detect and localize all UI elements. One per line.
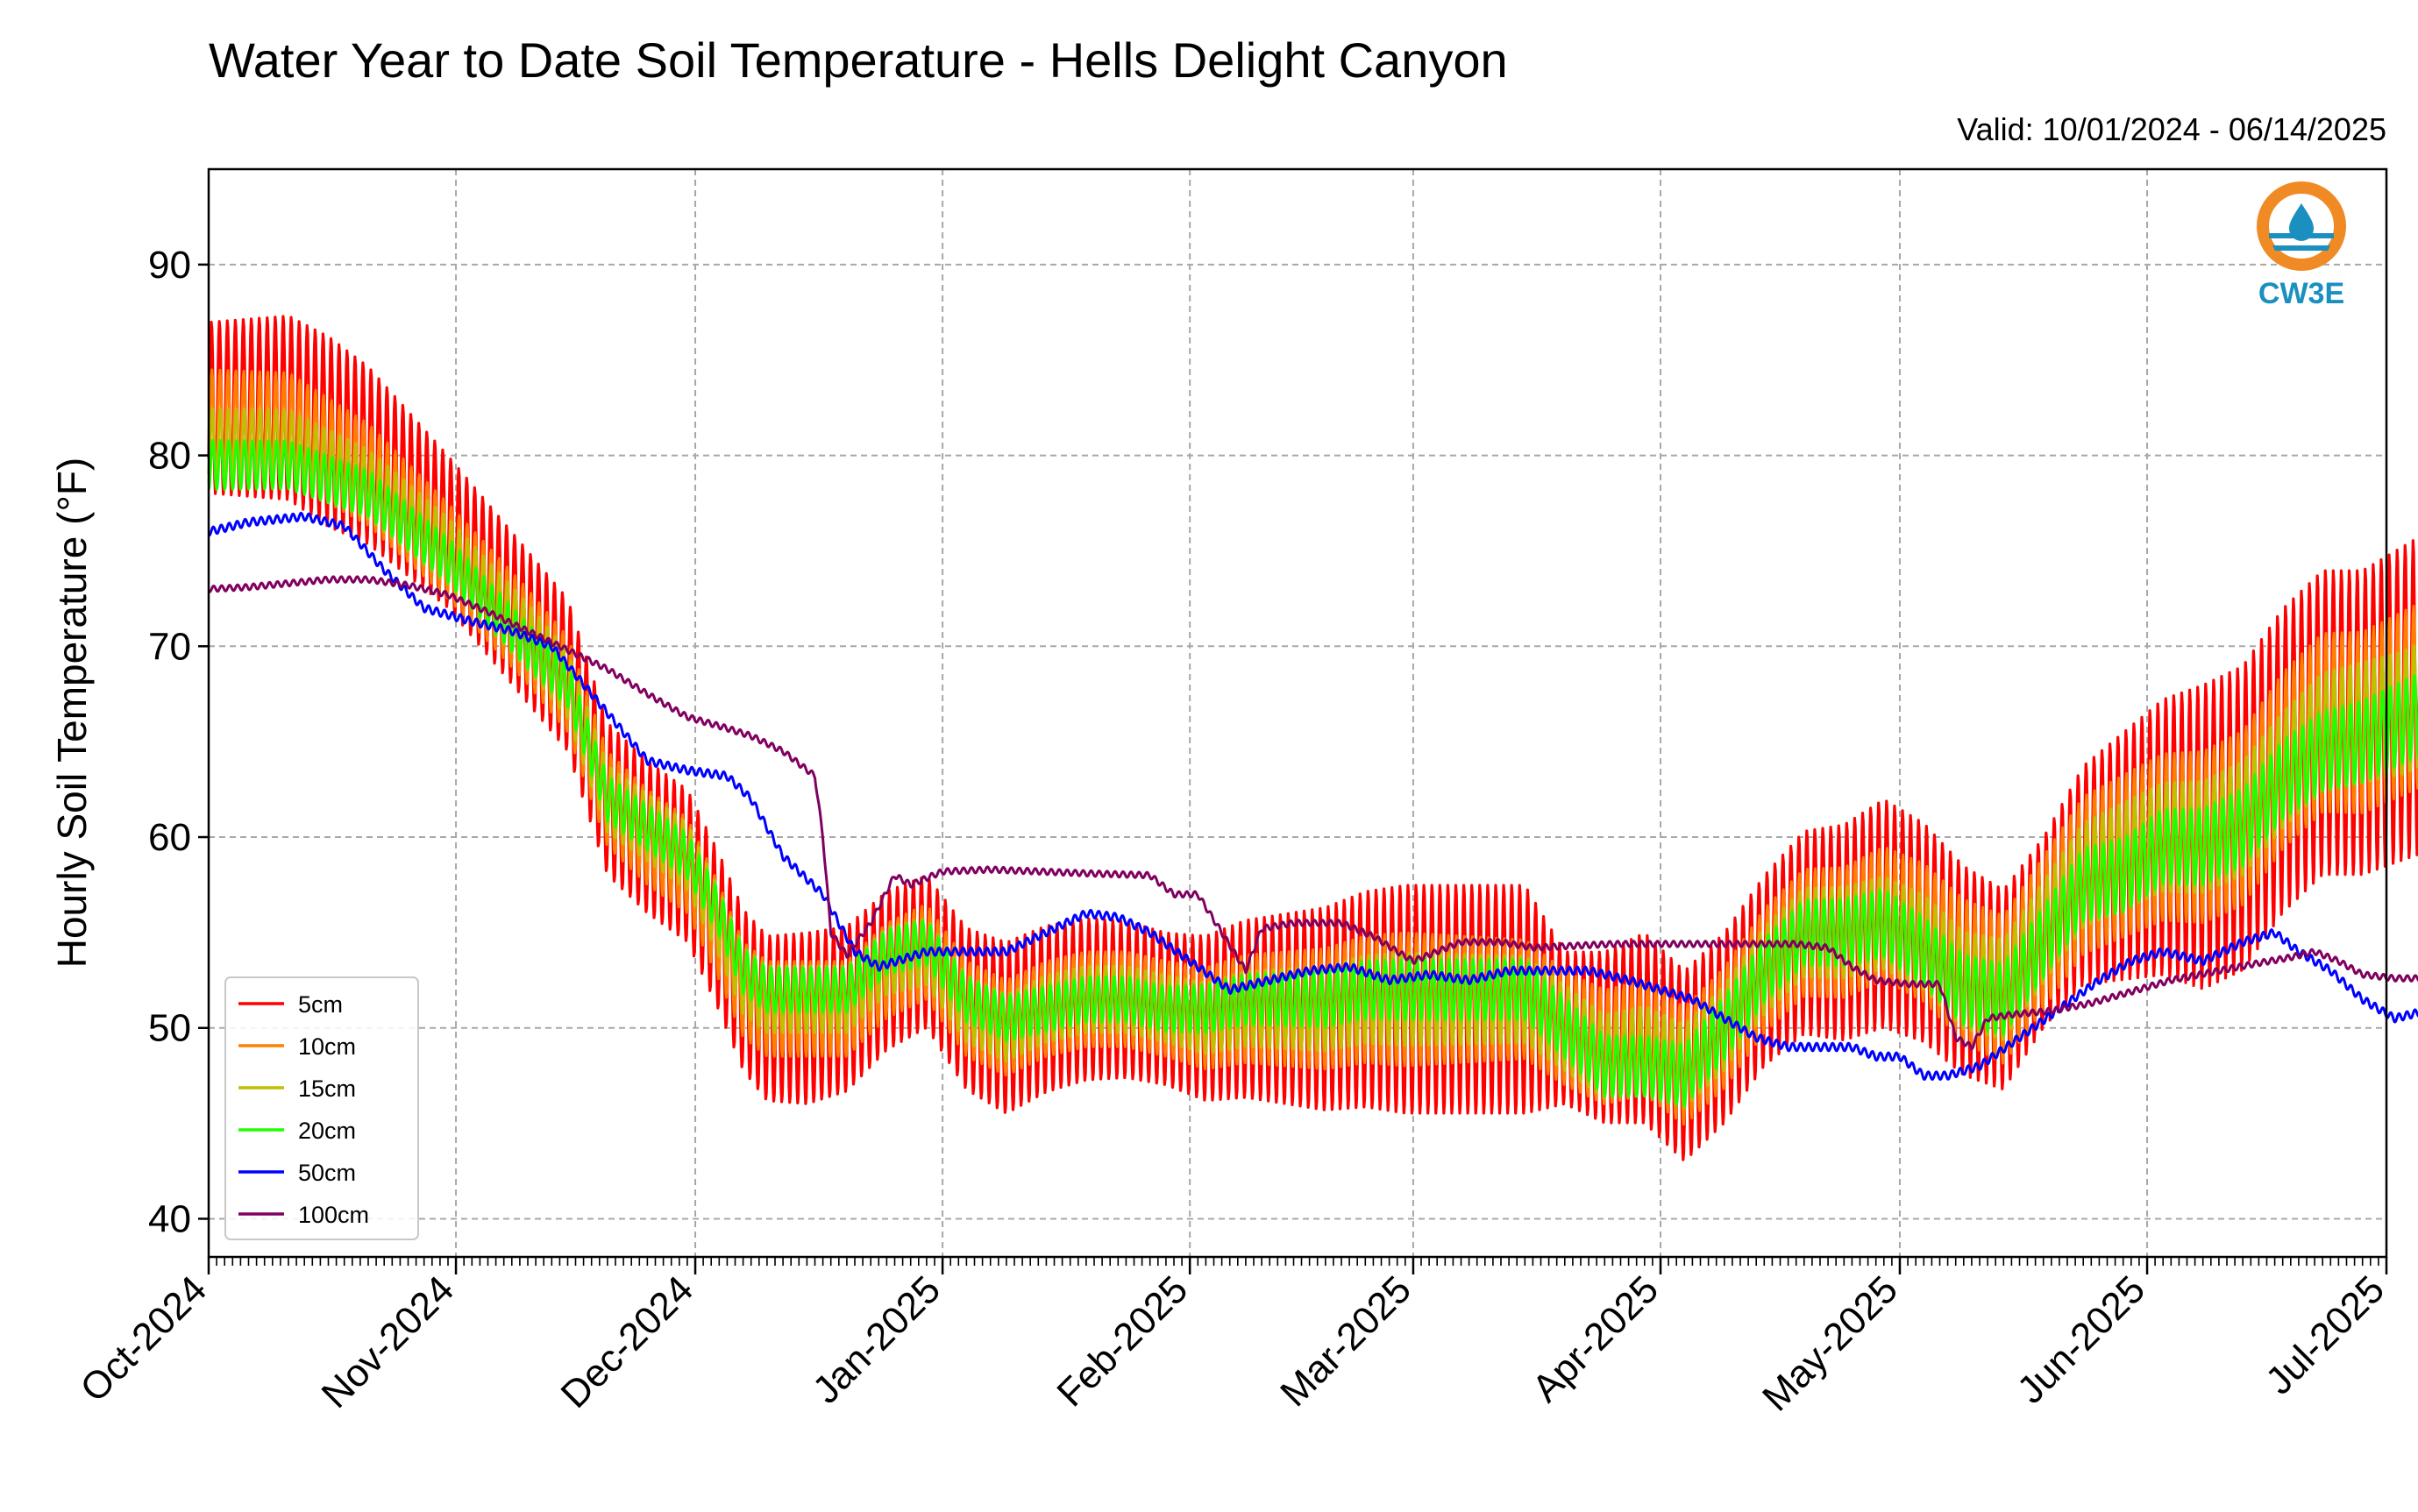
x-tick-label: Feb-2025 [1049,1267,1196,1415]
legend-label-10cm: 10cm [298,1033,356,1060]
series-line-50cm [208,511,2418,1082]
legend-label-15cm: 15cm [298,1075,356,1102]
plot-frame [207,167,2388,1259]
x-tick-label: Apr-2025 [1524,1267,1667,1410]
logo-ring [2257,181,2346,271]
legend-frame [224,976,419,1240]
series-line-5cm [207,315,2418,1161]
x-tick-label: Dec-2024 [553,1267,702,1416]
x-minor-ticks [208,1257,2387,1266]
x-tick-label: May-2025 [1754,1267,1906,1419]
y-tick-label: 40 [148,1197,191,1240]
cw3e-logo: CW3E [2257,181,2346,310]
x-tick-label: Jan-2025 [805,1267,949,1411]
y-tick-label: 90 [148,244,191,287]
x-tick-label: Jun-2025 [2009,1267,2153,1411]
water-drop-icon [2289,203,2314,241]
y-tick-label: 70 [148,625,191,668]
axes: 40 50 60 70 80 90 Oct-2024 Nov-2024 Dec-2024 Jan-… [72,244,2393,1420]
chart-title: Water Year to Date Soil Temperature - He… [209,32,1508,88]
legend-label-50cm: 50cm [298,1160,356,1186]
x-tick-label: Nov-2024 [314,1267,463,1416]
legend-label-100cm: 100cm [298,1202,369,1228]
grid-lines [209,169,2386,1257]
x-tick-label: Jul-2025 [2258,1267,2393,1402]
series-line-20cm [207,438,2418,1109]
legend-label-5cm: 5cm [298,991,343,1018]
logo-wave [2269,233,2334,251]
chart-subtitle: Valid: 10/01/2024 - 06/14/2025 [1957,111,2386,147]
y-tick-label: 60 [148,816,191,859]
y-tick-label: 80 [148,435,191,478]
y-tick-label: 50 [148,1007,191,1050]
series-lines [207,315,2418,1161]
x-tick-label: Oct-2024 [72,1267,215,1410]
legend: 5cm 10cm 15cm 20cm 50cm 100cm [224,976,419,1240]
logo-text: CW3E [2258,277,2344,310]
legend-label-20cm: 20cm [298,1118,356,1144]
series-line-100cm [207,575,2418,1051]
y-axis-label: Hourly Soil Temperature (°F) [49,458,95,969]
x-tick-label: Mar-2025 [1272,1267,1419,1415]
